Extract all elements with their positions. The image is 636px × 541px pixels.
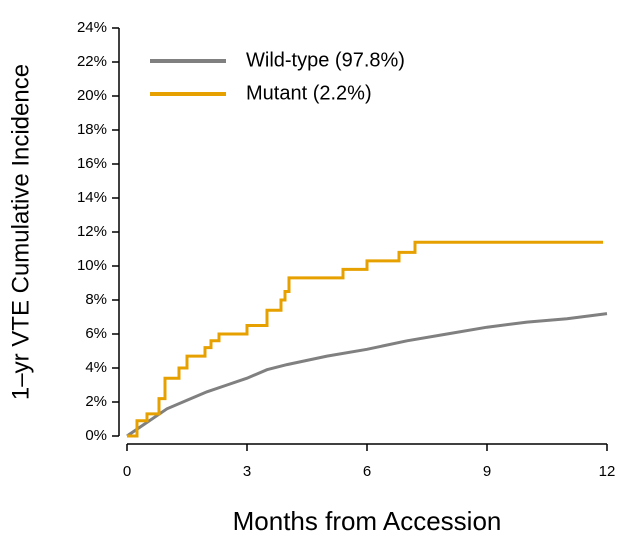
legend-label: Wild-type (97.8%) xyxy=(246,49,405,71)
x-tick-label: 6 xyxy=(363,463,371,480)
y-tick-label: 14% xyxy=(77,189,107,206)
x-axis-title: Months from Accession xyxy=(233,506,502,536)
y-tick-label: 24% xyxy=(77,19,107,36)
y-tick-label: 6% xyxy=(85,325,107,342)
series-line xyxy=(127,240,603,438)
y-tick-label: 8% xyxy=(85,291,107,308)
y-tick-label: 10% xyxy=(77,257,107,274)
x-tick-label: 9 xyxy=(483,463,491,480)
y-tick-label: 4% xyxy=(85,359,107,376)
y-tick-label: 12% xyxy=(77,223,107,240)
x-tick-label: 12 xyxy=(599,463,616,480)
x-tick-label: 0 xyxy=(123,463,131,480)
series-line xyxy=(126,312,608,438)
y-tick-label: 0% xyxy=(85,427,107,444)
y-tick-label: 16% xyxy=(77,155,107,172)
y-axis-title: 1–yr VTE Cumulative Incidence xyxy=(7,64,34,400)
y-tick-label: 2% xyxy=(85,393,107,410)
y-tick-label: 18% xyxy=(77,121,107,138)
y-tick-label: 22% xyxy=(77,53,107,70)
x-tick-label: 3 xyxy=(243,463,251,480)
y-tick-label: 20% xyxy=(77,87,107,104)
legend-label: Mutant (2.2%) xyxy=(246,82,372,104)
